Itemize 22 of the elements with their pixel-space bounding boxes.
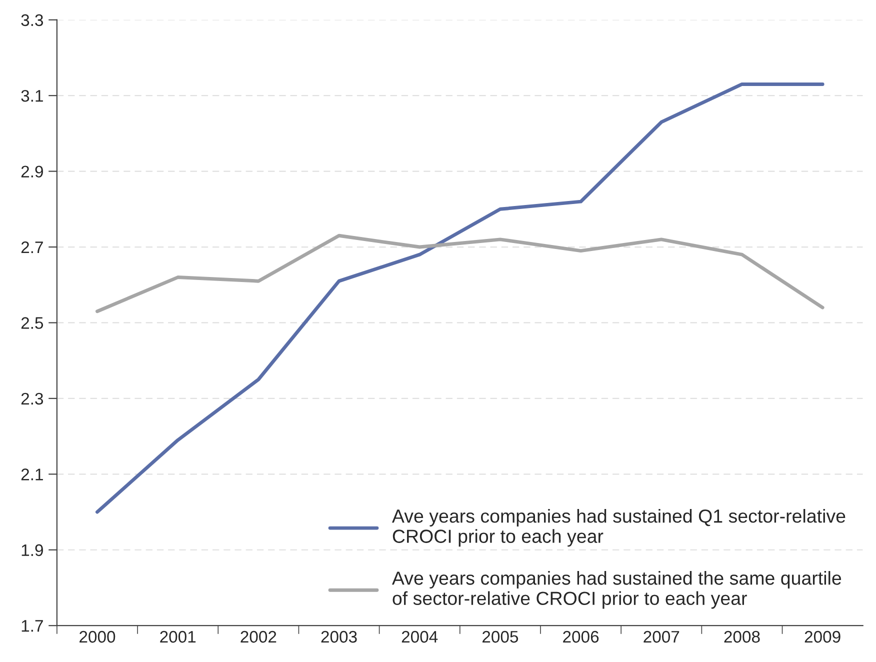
y-tick-label: 2.5 [21, 317, 44, 329]
x-tick-label: 2002 [240, 630, 276, 643]
y-tick-label: 3.3 [21, 14, 44, 26]
line-series [96, 234, 824, 314]
x-tick-label: 2009 [804, 630, 840, 643]
y-tick-label: 1.7 [22, 620, 43, 632]
x-tick-label: 2007 [644, 630, 680, 643]
x-tick-label: 2000 [80, 630, 116, 643]
y-tick-label: 2.1 [21, 468, 43, 480]
y-tick-label: 3.1 [21, 90, 43, 102]
x-tick-label: 2001 [160, 630, 196, 643]
y-tick-label: 1.9 [22, 544, 43, 556]
x-tick-label: 2005 [482, 630, 518, 643]
x-tick-label: 2006 [563, 630, 599, 643]
y-tick-label: 2.9 [21, 166, 43, 178]
legend-label: Ave years companies had sustained the same quartile of sector-relative CROCI prior to each year [392, 571, 842, 609]
x-tick-label: 2003 [321, 630, 357, 643]
legend-label: Ave years companies had sustained Q1 sector-relative CROCI prior to each year [392, 508, 846, 547]
y-tick-label: 2.3 [21, 392, 44, 405]
x-tick-label: 2004 [402, 630, 438, 643]
y-tick-label: 2.7 [21, 241, 43, 254]
x-tick-label: 2008 [724, 630, 760, 643]
